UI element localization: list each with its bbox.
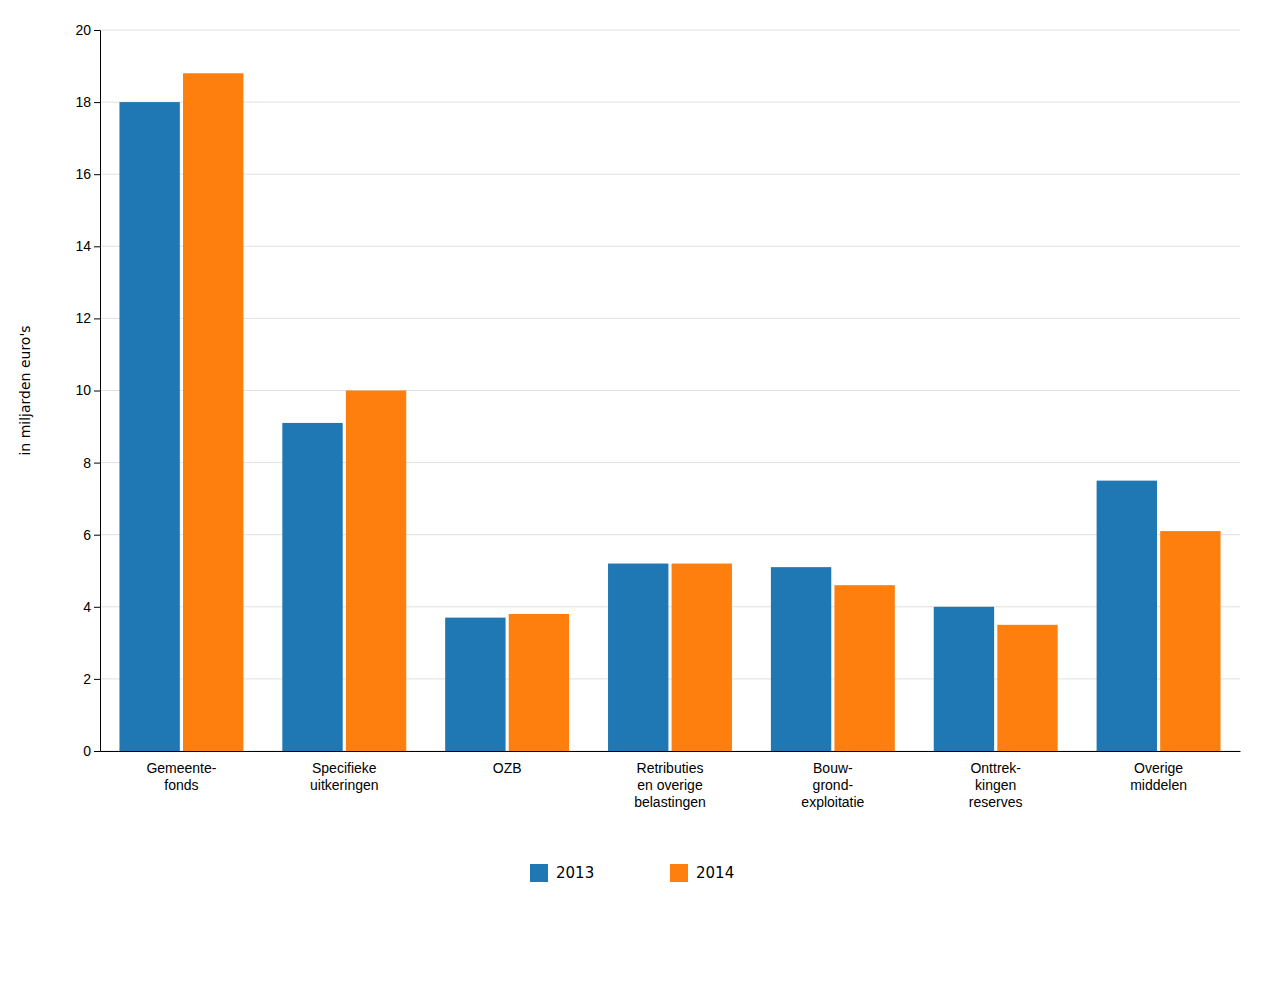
bar	[1160, 531, 1220, 751]
x-tick-label: Onttrek-kingenreserves	[969, 760, 1023, 810]
y-tick-mark	[94, 174, 100, 175]
y-tick-label: 8	[83, 455, 91, 471]
bar	[1097, 481, 1157, 751]
bar	[672, 564, 732, 751]
y-tick: 0	[83, 743, 100, 759]
bar	[608, 564, 668, 751]
y-tick-label: 14	[75, 238, 91, 254]
legend: 2013 2014	[530, 864, 734, 882]
x-tick-label: Retributiesen overigebelastingen	[634, 760, 706, 810]
bar	[834, 585, 894, 751]
legend-item: 2013	[530, 864, 594, 882]
bar	[119, 102, 179, 751]
bar	[445, 618, 505, 751]
x-tick: Bouw-grond-exploitatie	[801, 760, 864, 810]
bar	[282, 423, 342, 751]
x-axis-line	[101, 751, 1241, 752]
y-tick: 10	[75, 382, 100, 398]
y-tick-mark	[94, 679, 100, 680]
y-tick-mark	[94, 30, 100, 31]
grid-line	[100, 390, 1240, 391]
legend-label: 2014	[696, 864, 734, 882]
bar	[509, 614, 569, 751]
y-tick-mark	[94, 391, 100, 392]
x-axis: Gemeente-fonds Specifiekeuitkeringen OZB Re…	[101, 752, 1241, 810]
x-tick: Overigemiddelen	[1130, 760, 1187, 793]
x-tick: OZB	[493, 760, 522, 776]
y-tick-mark	[94, 318, 100, 319]
grid-line	[100, 678, 1240, 679]
grid-line	[100, 606, 1240, 607]
grid-line	[100, 318, 1240, 319]
y-tick-label: 20	[75, 22, 91, 38]
y-axis-title: in miljarden euro's	[17, 325, 33, 455]
x-tick: Retributiesen overigebelastingen	[634, 760, 706, 810]
bar	[934, 607, 994, 751]
bar	[771, 567, 831, 751]
y-axis-line	[94, 31, 101, 752]
grid-line	[100, 30, 1240, 31]
y-tick: 4	[83, 599, 100, 615]
y-tick: 2	[83, 671, 100, 687]
grid	[100, 30, 1240, 751]
legend-label: 2013	[556, 864, 594, 882]
grid-line	[100, 174, 1240, 175]
y-tick-mark	[94, 607, 100, 608]
bar	[346, 391, 406, 752]
bar	[997, 625, 1057, 751]
y-tick: 8	[83, 455, 100, 471]
y-tick-label: 4	[83, 599, 91, 615]
bar-series	[119, 102, 1157, 751]
y-tick: 16	[75, 166, 100, 182]
y-tick-mark	[94, 463, 100, 464]
grid-line	[100, 534, 1240, 535]
plot: 0 2 4 6 8 10 12 14 16 18 20 Gemeente-fonds Specifiek…	[75, 22, 1240, 810]
x-tick-label: Gemeente-fonds	[146, 760, 216, 793]
y-tick: 18	[75, 94, 100, 110]
grid-line	[100, 246, 1240, 247]
y-tick-mark	[94, 246, 100, 247]
y-tick-label: 0	[83, 743, 91, 759]
y-tick-label: 12	[75, 310, 91, 326]
legend-item: 2014	[670, 864, 734, 882]
bars	[119, 73, 1220, 751]
legend-swatch	[530, 864, 548, 882]
y-tick-mark	[94, 102, 100, 103]
x-tick: Gemeente-fonds	[146, 760, 216, 793]
y-tick-mark	[94, 751, 100, 752]
y-axis: 0 2 4 6 8 10 12 14 16 18 20	[75, 22, 100, 759]
chart: 0 2 4 6 8 10 12 14 16 18 20 Gemeente-fonds Specifiek…	[0, 0, 1280, 981]
x-tick-label: OZB	[493, 760, 522, 776]
y-tick-label: 16	[75, 166, 91, 182]
bar	[183, 73, 243, 751]
y-tick: 12	[75, 310, 100, 326]
legend-swatch	[670, 864, 688, 882]
y-tick-label: 2	[83, 671, 91, 687]
grid-line	[100, 751, 1240, 752]
grid-line	[100, 102, 1240, 103]
y-tick: 20	[75, 22, 100, 38]
y-tick-label: 10	[75, 382, 91, 398]
x-tick-label: Specifiekeuitkeringen	[310, 760, 379, 793]
y-tick: 14	[75, 238, 100, 254]
x-tick: Onttrek-kingenreserves	[969, 760, 1023, 810]
x-tick-label: Bouw-grond-exploitatie	[801, 760, 864, 810]
bar-series	[183, 73, 1221, 751]
grid-line	[100, 462, 1240, 463]
x-tick: Specifiekeuitkeringen	[310, 760, 379, 793]
y-tick-label: 6	[83, 527, 91, 543]
y-tick: 6	[83, 527, 100, 543]
y-tick-mark	[94, 535, 100, 536]
x-tick-label: Overigemiddelen	[1130, 760, 1187, 793]
y-tick-label: 18	[75, 94, 91, 110]
